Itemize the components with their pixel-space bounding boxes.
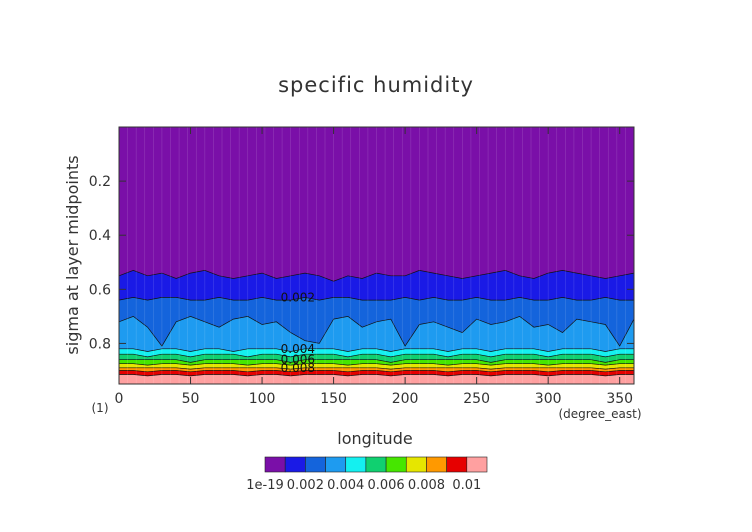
x-axis: 0 50 100 150 200 250 300 350 [115, 127, 633, 407]
contour-label: 0.002 [281, 290, 315, 304]
contour-line [118, 270, 635, 282]
colorbar-swatch [305, 456, 326, 473]
x-axis-label: longitude [337, 429, 412, 448]
band-level-10 [119, 374, 634, 384]
contour-line [119, 370, 634, 373]
colorbar-tick-label: 1e-19 [246, 478, 284, 493]
colorbar-swatch [385, 456, 407, 473]
y-tick-label: 0.2 [89, 174, 111, 190]
x-tick-label: 150 [320, 391, 347, 407]
contour-line [118, 316, 635, 347]
contour-line [119, 353, 634, 358]
y-tick-label: 0.8 [89, 336, 111, 352]
x-tick-label: 100 [249, 391, 276, 407]
x-tick-label: 300 [535, 391, 562, 407]
contour-line [119, 359, 634, 363]
y-tick-label: 0.6 [89, 282, 111, 298]
x-unit-label: (degree_east) [558, 407, 641, 421]
colorbar-swatch [345, 456, 367, 473]
colorbar-tick-label: 0.006 [367, 478, 404, 493]
colorbar-swatch [365, 456, 387, 473]
x-tick-label: 0 [115, 391, 124, 407]
y-unit-label: (1) [92, 401, 109, 415]
y-axis-label: sigma at layer midpoints [63, 155, 82, 354]
x-tick-label: 200 [392, 391, 419, 407]
x-tick-label: 350 [606, 391, 633, 407]
colorbar-swatch [325, 456, 347, 473]
colorbar: 1e-19 0.002 0.004 0.006 0.008 0.01 [246, 456, 488, 493]
colorbar-swatch [466, 456, 488, 473]
contour-lines [118, 127, 635, 384]
colorbar-tick-label: 0.008 [408, 478, 445, 493]
contour-label: 0.004 [281, 342, 315, 356]
contour-line [119, 367, 634, 370]
contour-fills [119, 127, 634, 384]
colorbar-swatch [446, 456, 468, 473]
colorbar-swatch [405, 456, 427, 473]
chart-title: specific humidity [278, 73, 474, 97]
contour-line [119, 363, 634, 366]
y-axis: 0.2 0.4 0.6 0.8 [89, 174, 634, 352]
contour-label: 0.006 [281, 353, 315, 367]
x-tick-label: 50 [182, 391, 200, 407]
plot-frame [118, 126, 635, 385]
contour-label: 0.008 [281, 361, 315, 375]
colorbar-swatch [284, 456, 306, 473]
contour-line [118, 297, 634, 301]
x-tick-label: 250 [463, 391, 490, 407]
colorbar-tick-label: 0.004 [327, 478, 364, 493]
colorbar-tick-label: 0.01 [452, 478, 481, 493]
colorbar-swatch [426, 456, 447, 473]
contour-line [119, 348, 634, 352]
y-tick-label: 0.4 [89, 228, 111, 244]
colorbar-swatch [264, 456, 286, 473]
colorbar-tick-label: 0.002 [287, 478, 324, 493]
contour-line [119, 374, 634, 377]
